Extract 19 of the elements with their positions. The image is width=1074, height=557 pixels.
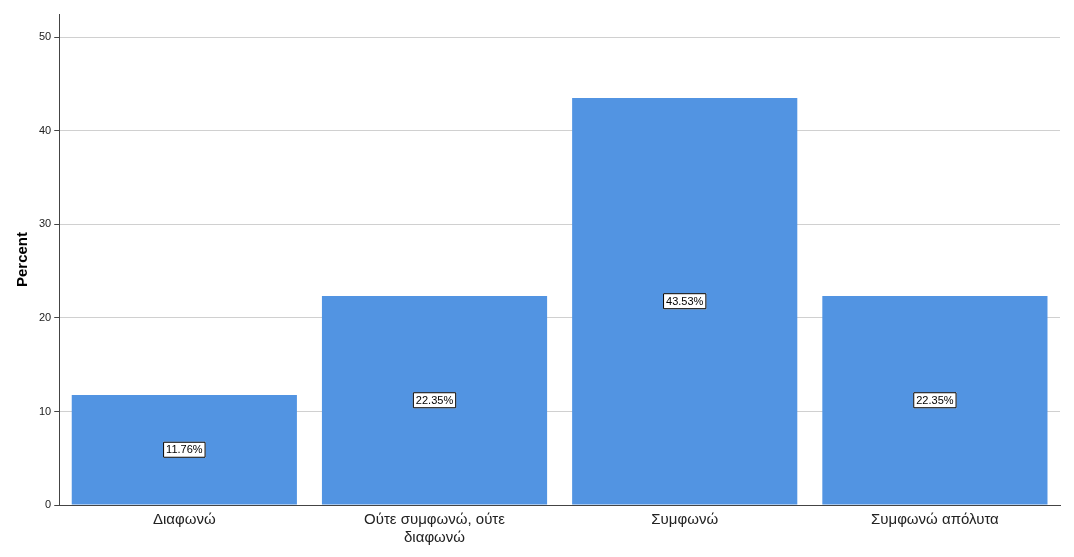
y-tick-label: 20 bbox=[38, 310, 52, 323]
y-tick-label: 40 bbox=[38, 123, 52, 136]
x-tick-label: Συμφωνώ απόλυτα bbox=[871, 510, 1000, 528]
bar bbox=[572, 97, 798, 505]
y-tick-label: 0 bbox=[45, 498, 52, 511]
x-tick-label: Ούτε συμφωνώ, ούτε διαφωνώ bbox=[364, 510, 506, 546]
bar bbox=[71, 395, 297, 505]
bar bbox=[321, 295, 548, 505]
bar bbox=[822, 295, 1048, 505]
data-label: 22.35% bbox=[916, 393, 954, 406]
x-tick-label: Συμφωνώ bbox=[651, 510, 719, 528]
x-tick-label: Διαφωνώ bbox=[152, 510, 216, 528]
y-tick-label: 50 bbox=[38, 30, 52, 43]
data-label: 22.35% bbox=[415, 393, 454, 406]
y-tick-label: 30 bbox=[38, 217, 52, 230]
data-label: 11.76% bbox=[166, 443, 203, 456]
y-tick-label: 10 bbox=[38, 404, 52, 417]
data-label: 43.53% bbox=[666, 294, 704, 307]
y-axis-title: Percent bbox=[13, 231, 31, 288]
